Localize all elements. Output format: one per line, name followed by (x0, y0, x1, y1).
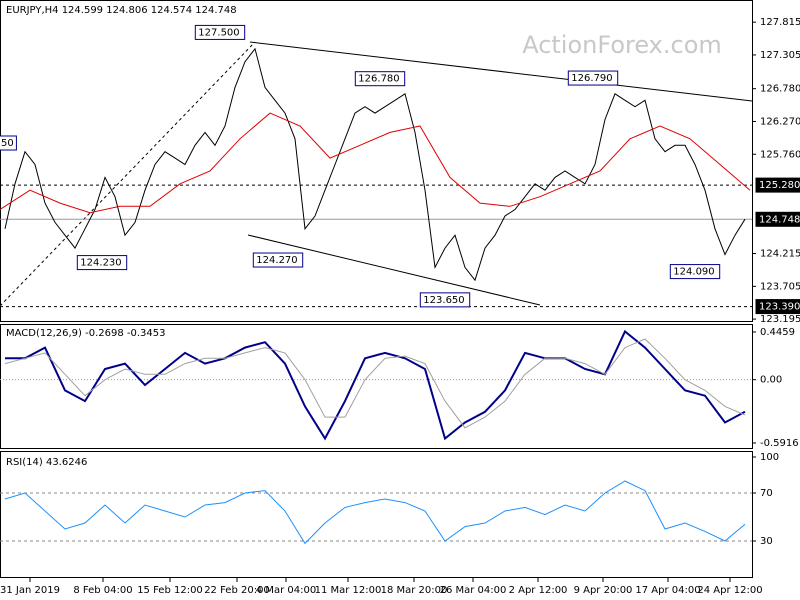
trend-line (247, 234, 541, 306)
series-line (4, 338, 746, 429)
level-label: 125.280 (759, 180, 800, 191)
label-box (194, 24, 246, 40)
level-label: 123.390 (759, 302, 800, 313)
price-annotation: 126.790 (571, 73, 612, 84)
y-tick-label: 126.780 (760, 84, 800, 95)
y-tick-label: 70 (760, 488, 773, 499)
y-tick-label: 30 (760, 536, 773, 547)
series-line (4, 47, 746, 282)
price-annotation: 127.500 (198, 27, 239, 38)
price-annotation: 124.270 (256, 255, 297, 266)
time-label: 15 Feb 12:00 (137, 585, 203, 596)
label-box (567, 70, 619, 86)
series-line (4, 480, 746, 545)
y-tick-label: 125.760 (760, 149, 800, 160)
time-label: 9 Apr 20:00 (574, 585, 633, 596)
y-tick-label: 123.705 (760, 281, 800, 292)
y-tick-label: 123.195 (760, 314, 800, 325)
price-annotation: 123.650 (423, 295, 464, 306)
pane-title: RSI(14) 43.6246 (6, 457, 87, 468)
time-label: 26 Mar 04:00 (440, 585, 507, 596)
time-label: 18 Mar 20:00 (381, 585, 448, 596)
trend-line (249, 41, 753, 102)
y-tick-label: 127.815 (760, 17, 800, 28)
label-box (354, 71, 406, 87)
y-tick-label: 0.4459 (760, 327, 795, 338)
header: EURJPY,H4 124.599 124.806 124.574 124.74… (6, 5, 237, 16)
y-tick-label: 124.215 (760, 249, 800, 260)
y-tick-label: -0.5916 (760, 438, 799, 449)
time-label: 11 Mar 12:00 (315, 585, 382, 596)
label-box (669, 264, 721, 280)
price-annotation: 124.230 (80, 258, 121, 269)
time-label: 31 Jan 2019 (0, 585, 60, 596)
series-line (0, 112, 751, 214)
pane-border (0, 0, 753, 322)
label-box (252, 252, 304, 268)
price-annotation: 124.090 (673, 267, 714, 278)
series-line (5, 329, 746, 441)
price-annotation: 126.780 (358, 74, 399, 85)
label-box (76, 255, 128, 271)
time-label: 24 Apr 12:00 (697, 585, 762, 596)
time-label: 8 Feb 04:00 (73, 585, 132, 596)
watermark: ActionForex.com (522, 31, 722, 59)
y-tick-label: 126.270 (760, 116, 800, 127)
label-box (419, 292, 471, 308)
y-tick-label: 100 (760, 452, 779, 463)
time-label: 17 Apr 04:00 (635, 585, 700, 596)
pane-title: MACD(12,26,9) -0.2698 -0.3453 (6, 328, 166, 339)
label-box (755, 177, 800, 193)
label-box (755, 299, 800, 315)
pane-border (0, 324, 753, 449)
price-annotation: 50 (1, 138, 14, 149)
last-price-label: 124.748 (759, 214, 800, 225)
pane-border (0, 451, 753, 578)
label-box (0, 135, 17, 151)
trend-line (0, 41, 256, 307)
time-label: 22 Feb 20:00 (204, 585, 270, 596)
time-label: 2 Apr 12:00 (509, 585, 568, 596)
label-box (755, 211, 800, 227)
y-tick-label: 127.305 (760, 50, 800, 61)
y-tick-label: 0.00 (760, 375, 782, 386)
time-label: 4 Mar 04:00 (256, 585, 316, 596)
